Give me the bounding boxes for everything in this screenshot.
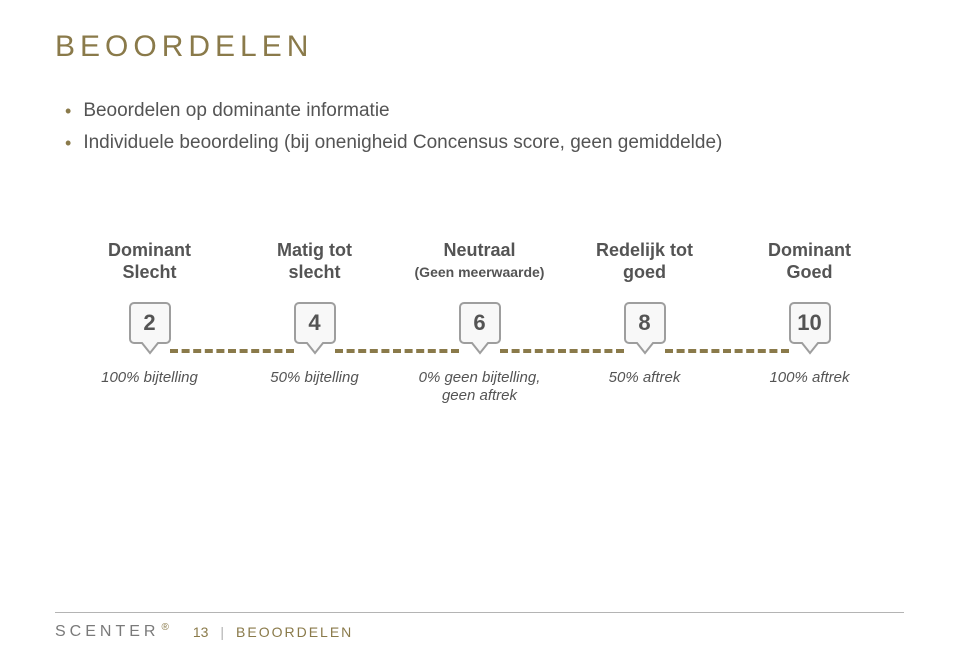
scale-label: Neutraal (Geen meerwaarde) [415,235,545,283]
label-line: Neutraal [415,239,545,261]
label-line: Matig tot [277,239,352,261]
footer-row: SCENTER® 13 | BEOORDELEN [55,623,904,641]
bullet-icon: • [65,99,71,123]
label-line: Redelijk tot [596,239,693,261]
scale-caption: 100% aftrek [727,369,892,405]
bullet-text: Beoordelen op dominante informatie [83,99,389,123]
label-col: Neutraal (Geen meerwaarde) [397,235,562,283]
bullet-text: Individuele beoordeling (bij onenigheid … [83,131,722,155]
scale-label: Matig tot slecht [277,235,352,283]
marker-cell: 8 [562,301,727,355]
bullet-item: • Individuele beoordeling (bij onenighei… [65,131,904,155]
scale-marker: 6 [458,301,502,355]
scale-label: Redelijk tot goed [596,235,693,283]
rating-scale-diagram: Dominant Slecht Matig tot slecht Neutraa… [0,235,959,405]
logo: SCENTER® [55,623,173,641]
scale-marker: 2 [128,301,172,355]
marker-value: 4 [293,301,337,345]
marker-cell: 10 [727,301,892,355]
marker-cell: 6 [397,301,562,355]
footer: SCENTER® 13 | BEOORDELEN [55,612,904,641]
label-sub: (Geen meerwaarde) [415,261,545,283]
slide: BEOORDELEN • Beoordelen op dominante inf… [0,0,959,669]
scale-caption: 50% aftrek [562,369,727,405]
breadcrumb: BEOORDELEN [236,624,353,640]
label-line: Dominant [768,239,851,261]
bullet-icon: • [65,131,71,155]
scale-marker: 4 [293,301,337,355]
label-line: Goed [768,261,851,283]
marker-cell: 4 [232,301,397,355]
label-col: Dominant Slecht [67,235,232,283]
page-number: 13 [193,624,209,640]
label-col: Matig tot slecht [232,235,397,283]
scale-marker: 8 [623,301,667,355]
marker-value: 10 [788,301,832,345]
registered-icon: ® [161,622,172,633]
marker-value: 6 [458,301,502,345]
page-title: BEOORDELEN [55,30,904,64]
marker-value: 2 [128,301,172,345]
label-col: Dominant Goed [727,235,892,283]
label-col: Redelijk tot goed [562,235,727,283]
scale-label: Dominant Goed [768,235,851,283]
caption-row: 100% bijtelling 50% bijtelling 0% geen b… [0,369,959,405]
marker-row: 2 4 [0,301,959,355]
scale-label: Dominant Slecht [108,235,191,283]
scale-caption: 100% bijtelling [67,369,232,405]
scale-caption: 50% bijtelling [232,369,397,405]
label-line: Dominant [108,239,191,261]
label-line: Slecht [108,261,191,283]
label-row: Dominant Slecht Matig tot slecht Neutraa… [0,235,959,283]
label-line: goed [596,261,693,283]
label-line: slecht [277,261,352,283]
scale-marker: 10 [788,301,832,355]
footer-divider [55,612,904,613]
separator: | [220,624,224,640]
bullet-item: • Beoordelen op dominante informatie [65,99,904,123]
marker-cell: 2 [67,301,232,355]
marker-value: 8 [623,301,667,345]
logo-text: SCENTER [55,623,159,640]
scale-caption: 0% geen bijtelling,geen aftrek [397,369,562,405]
bullet-list: • Beoordelen op dominante informatie • I… [65,99,904,155]
